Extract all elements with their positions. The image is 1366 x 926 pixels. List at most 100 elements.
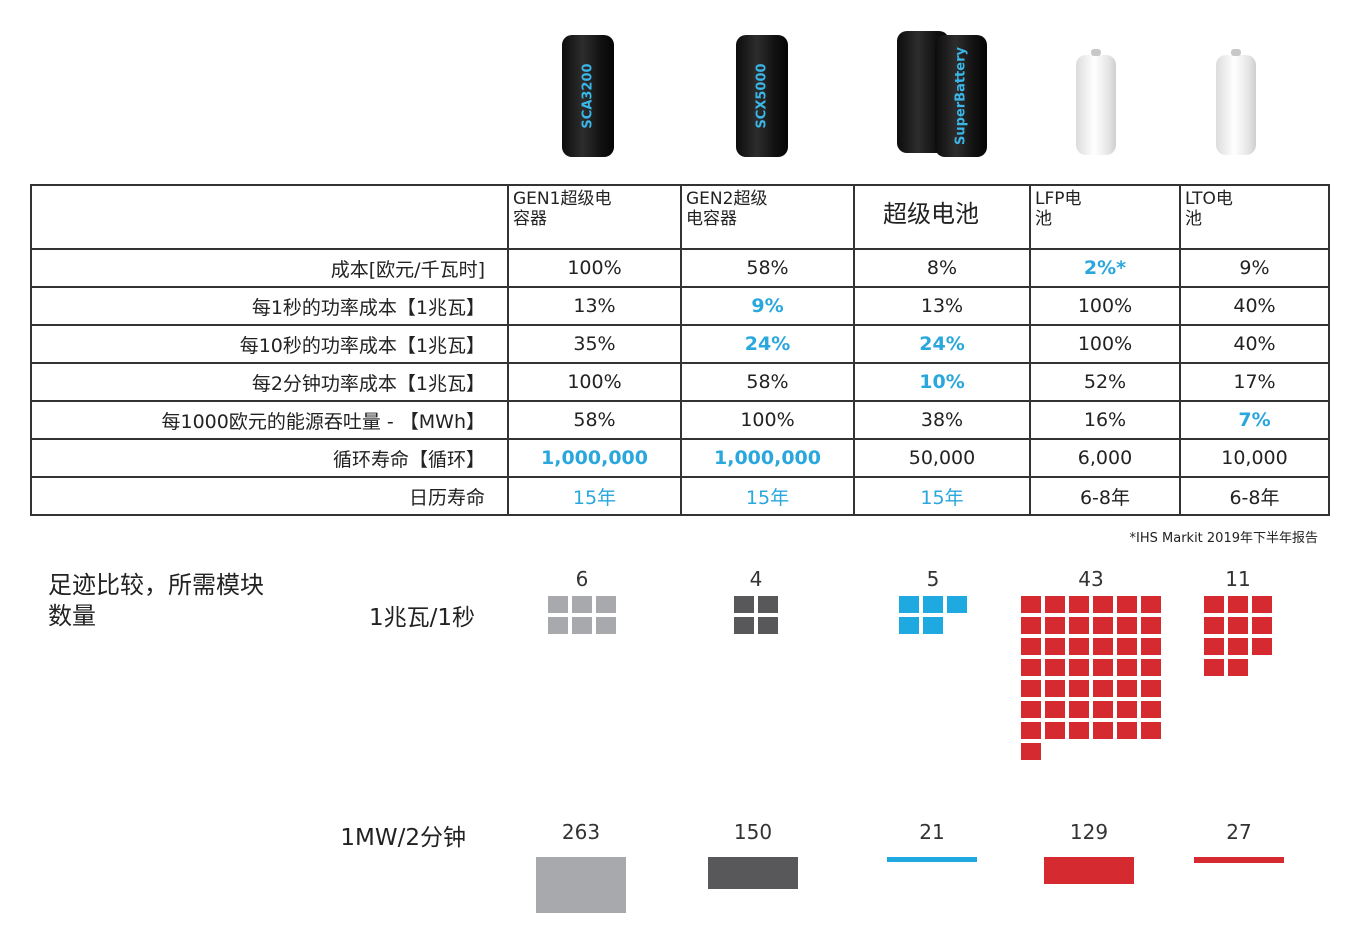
module-square <box>1093 680 1113 697</box>
product-image: SCA3200 <box>548 25 638 165</box>
module-square <box>1117 596 1137 613</box>
table-cell: 13% <box>507 286 682 326</box>
header-lfp-label: LFP电 池 <box>1035 189 1082 229</box>
table-cell: 15年 <box>680 476 855 516</box>
cell-body: SCA3200 <box>562 35 614 157</box>
cell-body <box>1076 49 1116 155</box>
module-square <box>734 617 754 634</box>
module-bar <box>887 857 977 862</box>
header-lfp: LFP电 池 <box>1029 184 1181 250</box>
module-square <box>1069 638 1089 655</box>
table-cell: 100% <box>507 248 682 288</box>
table-cell: 2%* <box>1029 248 1181 288</box>
module-square <box>1021 743 1041 760</box>
module-grid <box>734 596 778 634</box>
module-count-label: 263 <box>561 820 601 844</box>
table-cell: 6,000 <box>1029 438 1181 478</box>
row1-label: 1兆瓦/1秒 <box>368 605 475 631</box>
table-cell: 24% <box>680 324 855 364</box>
row-label: 每2分钟功率成本【1兆瓦】 <box>30 362 509 402</box>
module-square <box>1021 722 1041 739</box>
module-square <box>1117 617 1137 634</box>
row-label: 成本[欧元/千瓦时] <box>30 248 509 288</box>
table-cell: 100% <box>1029 324 1181 364</box>
product-label: SCA3200 <box>580 63 596 129</box>
cell-body: SuperBattery <box>935 35 987 157</box>
header-superbattery: 超级电池 <box>853 184 1031 250</box>
module-square <box>1204 617 1224 634</box>
table-cell: 15年 <box>507 476 682 516</box>
module-square <box>1045 701 1065 718</box>
row-label: 循环寿命【循环】 <box>30 438 509 478</box>
table-row: 每1000欧元的能源吞吐量 - 【MWh】 58% 100% 38% 16% 7% <box>30 400 1330 440</box>
row2-label: 1MW/2分钟 <box>340 825 466 851</box>
module-square <box>1204 596 1224 613</box>
module-square <box>1069 701 1089 718</box>
table-cell: 8% <box>853 248 1031 288</box>
table-cell: 9% <box>1179 248 1330 288</box>
module-square <box>1204 659 1224 676</box>
module-count-label: 43 <box>1078 567 1104 591</box>
module-square <box>1204 638 1224 655</box>
table-row: 每10秒的功率成本【1兆瓦】 35% 24% 24% 100% 40% <box>30 324 1330 364</box>
module-bar <box>536 857 626 913</box>
module-square <box>1228 638 1248 655</box>
module-square <box>1117 680 1137 697</box>
module-square <box>1252 617 1272 634</box>
module-square <box>899 617 919 634</box>
header-gen2-label: GEN2超级 电容器 <box>686 189 768 229</box>
module-square <box>1141 638 1161 655</box>
module-square <box>1228 659 1248 676</box>
row-label: 日历寿命 <box>30 476 509 516</box>
module-grid <box>1021 596 1161 760</box>
module-grid <box>548 596 616 634</box>
cell-terminal <box>1091 49 1101 56</box>
module-square <box>1141 680 1161 697</box>
module-square <box>1093 701 1113 718</box>
module-bar <box>1044 857 1134 884</box>
module-square <box>548 617 568 634</box>
table-cell: 17% <box>1179 362 1330 402</box>
header-empty-cell <box>30 184 509 250</box>
row-label: 每10秒的功率成本【1兆瓦】 <box>30 324 509 364</box>
table-cell: 1,000,000 <box>507 438 682 478</box>
module-square <box>1141 596 1161 613</box>
table-cell: 7% <box>1179 400 1330 440</box>
table-cell: 15年 <box>853 476 1031 516</box>
module-square <box>947 596 967 613</box>
module-square <box>758 596 778 613</box>
module-square <box>1045 680 1065 697</box>
module-square <box>1228 617 1248 634</box>
table-cell: 50,000 <box>853 438 1031 478</box>
module-square <box>899 596 919 613</box>
module-square <box>1021 659 1041 676</box>
module-square <box>1021 617 1041 634</box>
module-count-label: 21 <box>919 820 945 844</box>
header-gen2: GEN2超级 电容器 <box>680 184 855 250</box>
table-cell: 58% <box>680 248 855 288</box>
table-cell: 100% <box>680 400 855 440</box>
module-square <box>1117 638 1137 655</box>
module-grid <box>1204 596 1272 676</box>
table-cell: 24% <box>853 324 1031 364</box>
table-row: 循环寿命【循环】 1,000,000 1,000,000 50,000 6,000 10,… <box>30 438 1330 478</box>
module-bar <box>1194 857 1284 863</box>
table-cell: 10,000 <box>1179 438 1330 478</box>
module-square <box>1117 659 1137 676</box>
table-cell: 40% <box>1179 324 1330 364</box>
footnote: *IHS Markit 2019年下半年报告 <box>1129 531 1318 546</box>
cell-terminal <box>1231 49 1241 56</box>
module-square <box>1228 596 1248 613</box>
module-square <box>1069 617 1089 634</box>
module-square <box>1141 659 1161 676</box>
product-label: SuperBattery <box>953 47 969 145</box>
module-square <box>1117 722 1137 739</box>
module-count-label: 11 <box>1225 567 1251 591</box>
module-square <box>1069 659 1089 676</box>
table-cell: 13% <box>853 286 1031 326</box>
row-label: 每1000欧元的能源吞吐量 - 【MWh】 <box>30 400 509 440</box>
module-square <box>1093 617 1113 634</box>
table-cell: 38% <box>853 400 1031 440</box>
table-cell: 6-8年 <box>1029 476 1181 516</box>
module-square <box>1069 680 1089 697</box>
